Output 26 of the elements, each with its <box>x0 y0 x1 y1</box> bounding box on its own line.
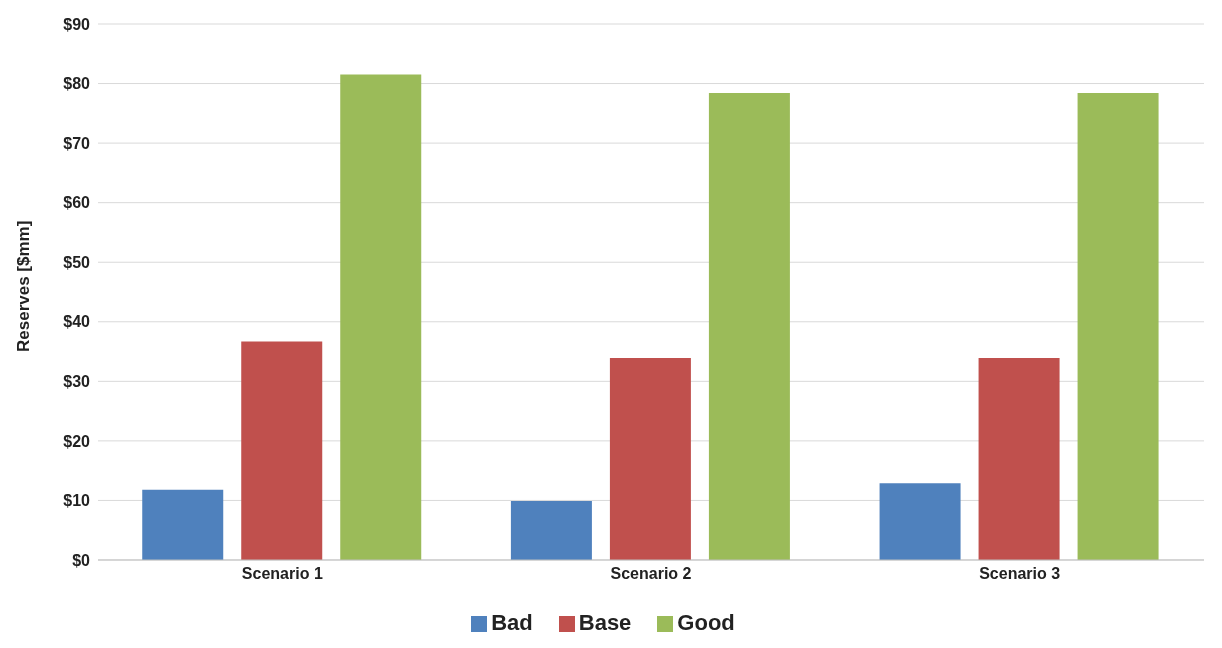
y-tick-label: $70 <box>63 134 91 152</box>
y-tick-label: $20 <box>63 432 91 450</box>
y-tick-label: $30 <box>63 373 91 391</box>
y-tick-label: $40 <box>63 313 91 331</box>
y-tick-label: $10 <box>63 492 91 510</box>
x-tick-label: Scenario 1 <box>241 565 323 583</box>
legend-label: Bad <box>491 610 533 635</box>
bar <box>142 489 224 560</box>
y-tick-label: $90 <box>63 15 91 33</box>
legend-label: Good <box>677 610 735 635</box>
x-tick-label: Scenario 3 <box>979 565 1061 583</box>
legend-label: Base <box>578 610 632 635</box>
bar <box>340 74 422 560</box>
bar <box>978 358 1060 560</box>
y-tick-label: $50 <box>63 253 91 271</box>
y-axis-title: Reserves [$mm] <box>14 220 34 352</box>
y-tick-label: $60 <box>63 194 91 212</box>
bar <box>708 93 790 560</box>
bar <box>609 358 691 560</box>
x-tick-label: Scenario 2 <box>610 565 692 583</box>
bar <box>510 501 592 560</box>
bar <box>879 483 961 560</box>
bar <box>1077 93 1159 560</box>
bar <box>241 341 323 560</box>
y-tick-label: $0 <box>72 551 91 569</box>
y-tick-label: $80 <box>63 75 91 93</box>
